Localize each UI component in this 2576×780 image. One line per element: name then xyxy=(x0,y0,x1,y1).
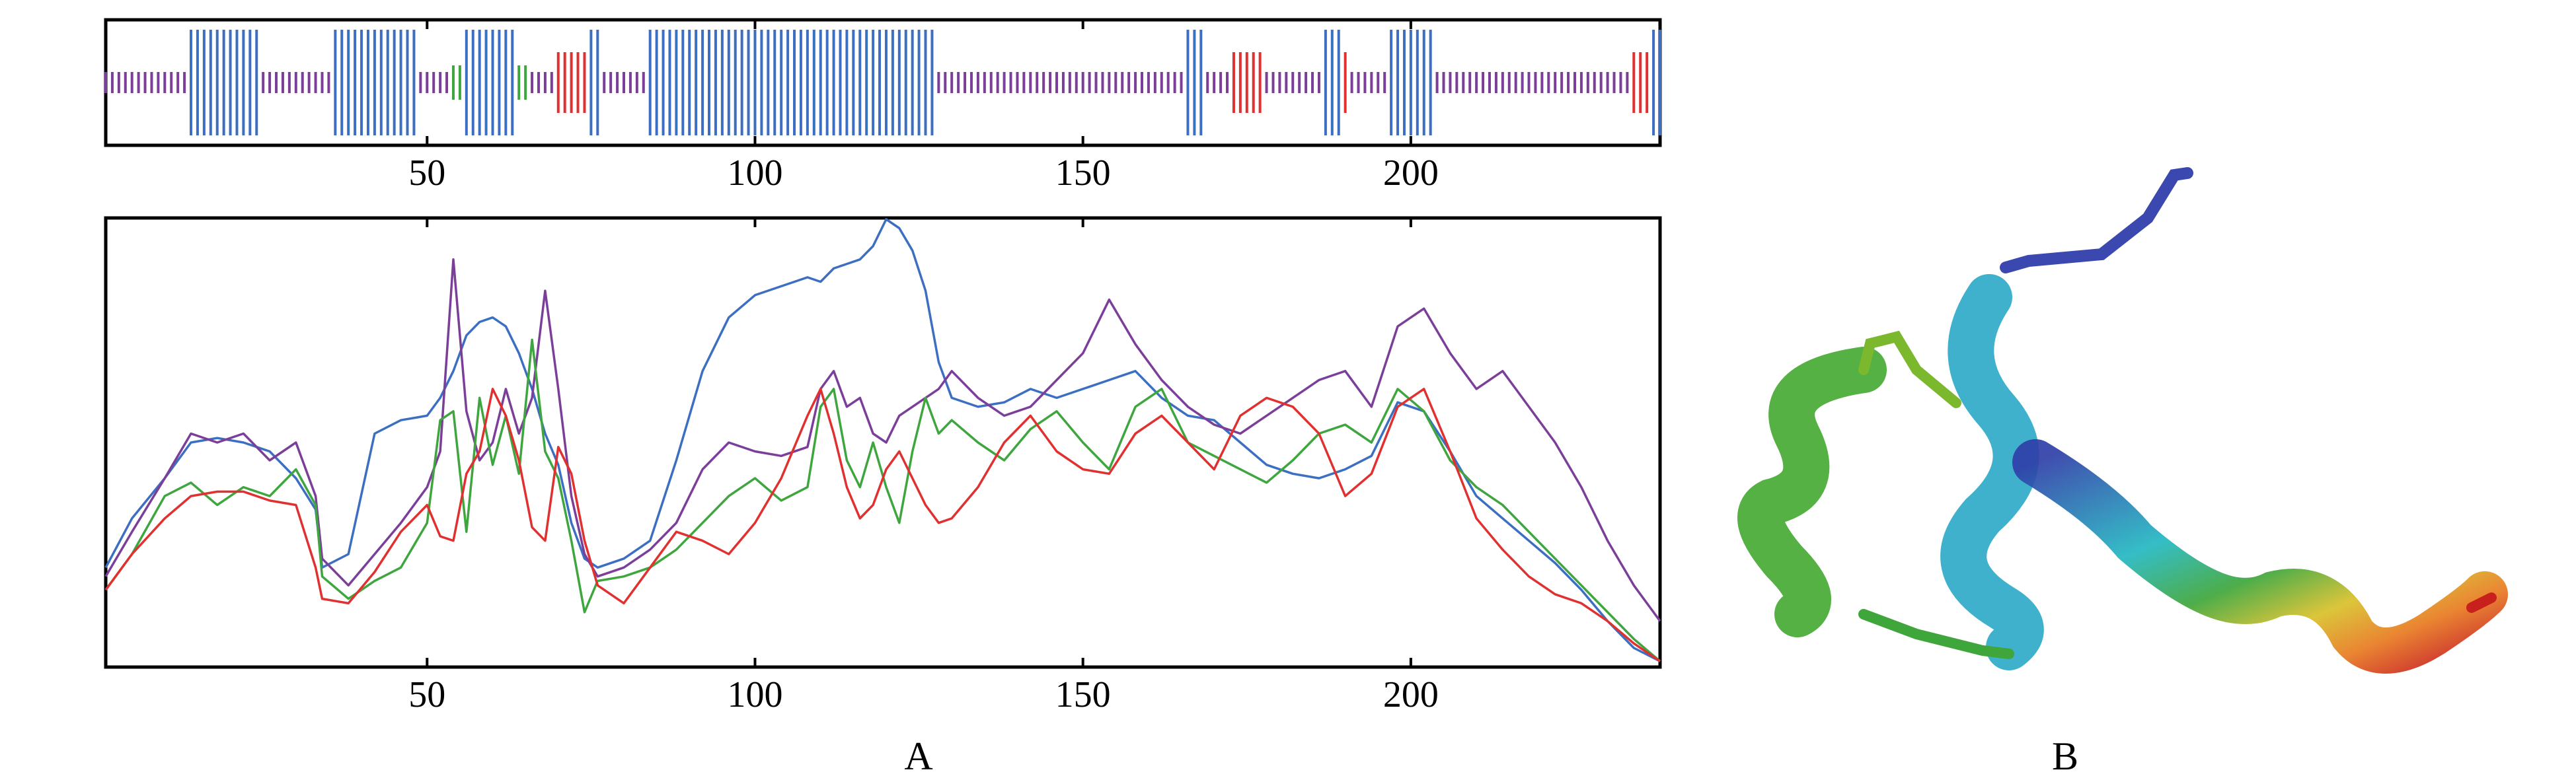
track-x-tick-label: 100 xyxy=(727,153,782,194)
track-segment-coil xyxy=(531,72,553,93)
track-segment-coil xyxy=(262,72,330,93)
track-segment-coil xyxy=(1265,72,1320,93)
panel-a-label: A xyxy=(904,734,932,778)
track-segment-turn xyxy=(451,65,461,100)
protein-helix-2 xyxy=(1737,347,1887,637)
profile-x-axis: 50 100 150 200 xyxy=(408,218,1439,715)
track-segment-coil xyxy=(603,72,645,93)
track-segment-strand xyxy=(1632,52,1649,113)
profile-x-tick-label: 200 xyxy=(1383,674,1439,715)
track-segment-coil xyxy=(1435,72,1629,93)
profile-series-red xyxy=(104,388,1661,662)
profile-x-tick-label: 100 xyxy=(727,674,782,715)
profile-series-purple xyxy=(104,258,1661,622)
track-segment-strand xyxy=(1232,52,1262,113)
track-segment-coil xyxy=(1206,72,1229,93)
track-segment-helix xyxy=(1324,30,1340,135)
protein-n-terminal-tail xyxy=(2000,167,2193,273)
track-segment-helix xyxy=(190,30,258,135)
profile-series-lines xyxy=(104,218,1661,662)
track-x-tick-label: 50 xyxy=(408,153,445,194)
track-segment-coil xyxy=(937,72,1183,93)
track-segment-helix xyxy=(1186,30,1203,135)
track-segment-helix xyxy=(589,30,599,135)
profile-line-panel: 50 100 150 200 xyxy=(104,216,1662,715)
protein-helix-1 xyxy=(1940,274,2044,670)
track-segment-strand xyxy=(556,52,586,113)
track-segment-helix xyxy=(648,30,934,135)
protein-c-terminal-tail xyxy=(2466,592,2497,613)
track-segment-helix xyxy=(465,30,514,135)
structure-track-bars xyxy=(104,30,1661,135)
structure-track-frame xyxy=(104,18,1662,147)
profile-series-green xyxy=(104,338,1661,662)
track-segment-helix xyxy=(1390,30,1432,135)
protein-loop-2 xyxy=(1858,330,1961,408)
panel-b-label: B xyxy=(2052,734,2078,778)
track-x-tick-label: 150 xyxy=(1055,153,1111,194)
structure-track-x-axis: 50 100 150 200 xyxy=(408,20,1439,194)
track-segment-turn xyxy=(517,65,527,100)
protein-loop-1 xyxy=(1858,609,2014,659)
track-segment-coil xyxy=(1350,72,1386,93)
profile-series-blue xyxy=(104,218,1661,662)
track-segment-helix xyxy=(334,30,416,135)
protein-helix-3 xyxy=(2012,439,2508,674)
track-segment-helix xyxy=(1652,30,1661,135)
protein-ribbon-structure xyxy=(1737,167,2508,674)
track-segment-coil xyxy=(419,72,449,93)
profile-x-tick-label: 50 xyxy=(408,674,445,715)
profile-plot-frame xyxy=(104,216,1662,669)
track-segment-coil xyxy=(104,72,186,93)
structure-track-panel: 50 100 150 200 xyxy=(104,18,1662,194)
track-x-tick-label: 200 xyxy=(1383,153,1439,194)
profile-x-tick-label: 150 xyxy=(1055,674,1111,715)
